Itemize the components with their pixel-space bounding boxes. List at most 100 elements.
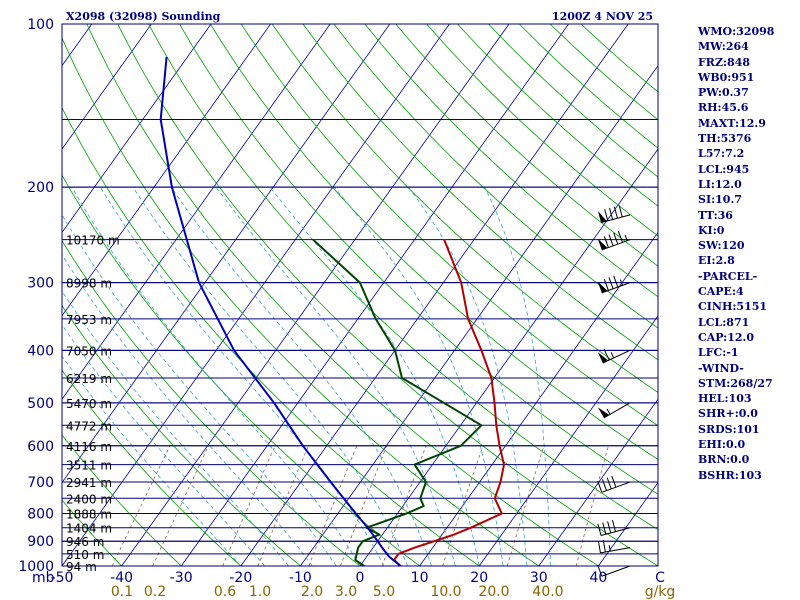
- profile-layer: [159, 56, 505, 566]
- mixing-ratio-line: [506, 445, 545, 566]
- parcel-profile: [159, 56, 402, 566]
- height-label: 7953 m: [66, 313, 112, 327]
- mixing-ratio-line: [222, 445, 276, 566]
- wind-barb: [597, 519, 631, 536]
- pressure-label: 400: [27, 343, 54, 359]
- isotherm: [62, 24, 152, 150]
- height-label: 1888 m: [66, 507, 112, 521]
- index-item: PW:0.37: [698, 86, 749, 100]
- temperature-tick-label: 10: [411, 570, 429, 586]
- index-item: MW:264: [698, 40, 749, 54]
- index-item: LI:12.0: [698, 177, 742, 191]
- index-item: EHI:0.0: [698, 438, 746, 452]
- isotherm: [62, 24, 331, 400]
- index-item: LCL:871: [698, 315, 750, 329]
- moist-adiabat: [132, 186, 409, 566]
- temperature-tick-label: -30: [170, 570, 193, 586]
- temperature-tick-label: -20: [229, 570, 252, 586]
- index-item: L57:7.2: [698, 147, 745, 161]
- index-item: SRDS:101: [698, 422, 760, 436]
- temperature-tick-label: 20: [470, 570, 488, 586]
- index-item: CAPE:4: [698, 285, 744, 299]
- height-label: 2400 m: [66, 492, 112, 506]
- isotherm: [180, 24, 569, 566]
- index-item: TT:36: [698, 208, 733, 222]
- index-item: KI:0: [698, 223, 725, 237]
- wind-barb: [598, 402, 631, 419]
- y-axis-unit: mb: [32, 570, 55, 586]
- height-label: 4116 m: [66, 440, 112, 454]
- temperature-tick-label: -40: [110, 570, 133, 586]
- index-item: -PARCEL-: [698, 269, 758, 283]
- isotherm: [62, 24, 391, 484]
- index-item: SW:120: [698, 239, 745, 253]
- isotherm: [62, 24, 212, 234]
- mixing-ratio-label: 0.6: [214, 584, 236, 600]
- mixing-ratio-line: [381, 445, 427, 566]
- mixing-ratio-line: [340, 445, 388, 566]
- index-item: MAXT:12.9: [698, 116, 766, 130]
- height-label: 94 m: [66, 560, 97, 574]
- wind-barb: [597, 348, 631, 364]
- index-item: BRN:0.0: [698, 453, 750, 467]
- index-item: CINH:5151: [698, 300, 768, 314]
- isotherm: [478, 315, 658, 566]
- mixing-ratio-label: 3.0: [335, 584, 357, 600]
- plot-border: [61, 23, 659, 567]
- index-item: LCL:945: [698, 162, 750, 176]
- index-item: LFC:-1: [698, 346, 739, 360]
- isotherm: [62, 24, 271, 317]
- dry-adiabat: [62, 174, 420, 566]
- mixing-ratio-line: [575, 445, 609, 566]
- height-label: 10170 m: [66, 234, 120, 248]
- mixing-ratio-line: [257, 445, 309, 566]
- pressure-label: 900: [27, 534, 54, 550]
- index-item: WB0:951: [698, 70, 755, 84]
- height-label: 1404 m: [66, 522, 112, 536]
- pressure-label: 200: [27, 180, 54, 196]
- index-item: -WIND-: [698, 361, 744, 375]
- temperature-tick-label: 40: [589, 570, 607, 586]
- mixing-ratio-line: [152, 445, 209, 566]
- dry-adiabat: [86, 24, 599, 566]
- index-item: SI:10.7: [698, 193, 742, 207]
- wind-barb: [597, 564, 631, 577]
- index-item: RH:45.6: [698, 101, 749, 115]
- mixing-ratio-label: 5.0: [373, 584, 395, 600]
- mixing-ratio-label: 0.2: [144, 584, 166, 600]
- height-label: 3511 m: [66, 459, 112, 473]
- valid-time: 1200Z 4 NOV 25: [552, 10, 653, 23]
- dewpoint-profile: [312, 238, 483, 566]
- moist-adiabat: [99, 186, 385, 566]
- height-label: 5470 m: [66, 397, 112, 411]
- temperature-tick-label: 0: [356, 570, 365, 586]
- pressure-label: 100: [27, 17, 54, 33]
- mixing-ratio-label: 20.0: [478, 584, 509, 600]
- mixing-ratio-label: 10.0: [430, 584, 461, 600]
- index-item: BSHR:103: [698, 468, 762, 482]
- pressure-label: 500: [27, 396, 54, 412]
- dry-adiabat: [117, 24, 658, 566]
- isotherm: [300, 65, 658, 566]
- height-label: 946 m: [66, 535, 104, 549]
- x-start-label: -50: [51, 570, 74, 586]
- isotherm: [121, 24, 510, 566]
- mixing-ratio-label: 40.0: [532, 584, 563, 600]
- index-item: HEL:103: [698, 392, 752, 406]
- moist-adiabat: [269, 186, 480, 566]
- height-label: 6219 m: [66, 372, 112, 386]
- isotherm: [359, 148, 658, 566]
- wind-barb: [597, 540, 631, 554]
- moist-adiabat: [62, 253, 313, 566]
- dry-adiabat: [62, 36, 540, 566]
- temperature-tick-label: 30: [530, 570, 548, 586]
- wind-barbs: [597, 205, 631, 577]
- sounding-indices: WMO:32098 MW:264 FRZ:848 WB0:951 PW:0.37 RH:4…: [698, 24, 774, 483]
- dry-adiabat: [148, 24, 658, 531]
- height-label: 8998 m: [66, 277, 112, 291]
- wind-barb: [597, 205, 631, 224]
- pressure-label: 800: [27, 506, 54, 522]
- index-item: SHR+:0.0: [698, 407, 758, 421]
- wind-barb: [597, 230, 631, 251]
